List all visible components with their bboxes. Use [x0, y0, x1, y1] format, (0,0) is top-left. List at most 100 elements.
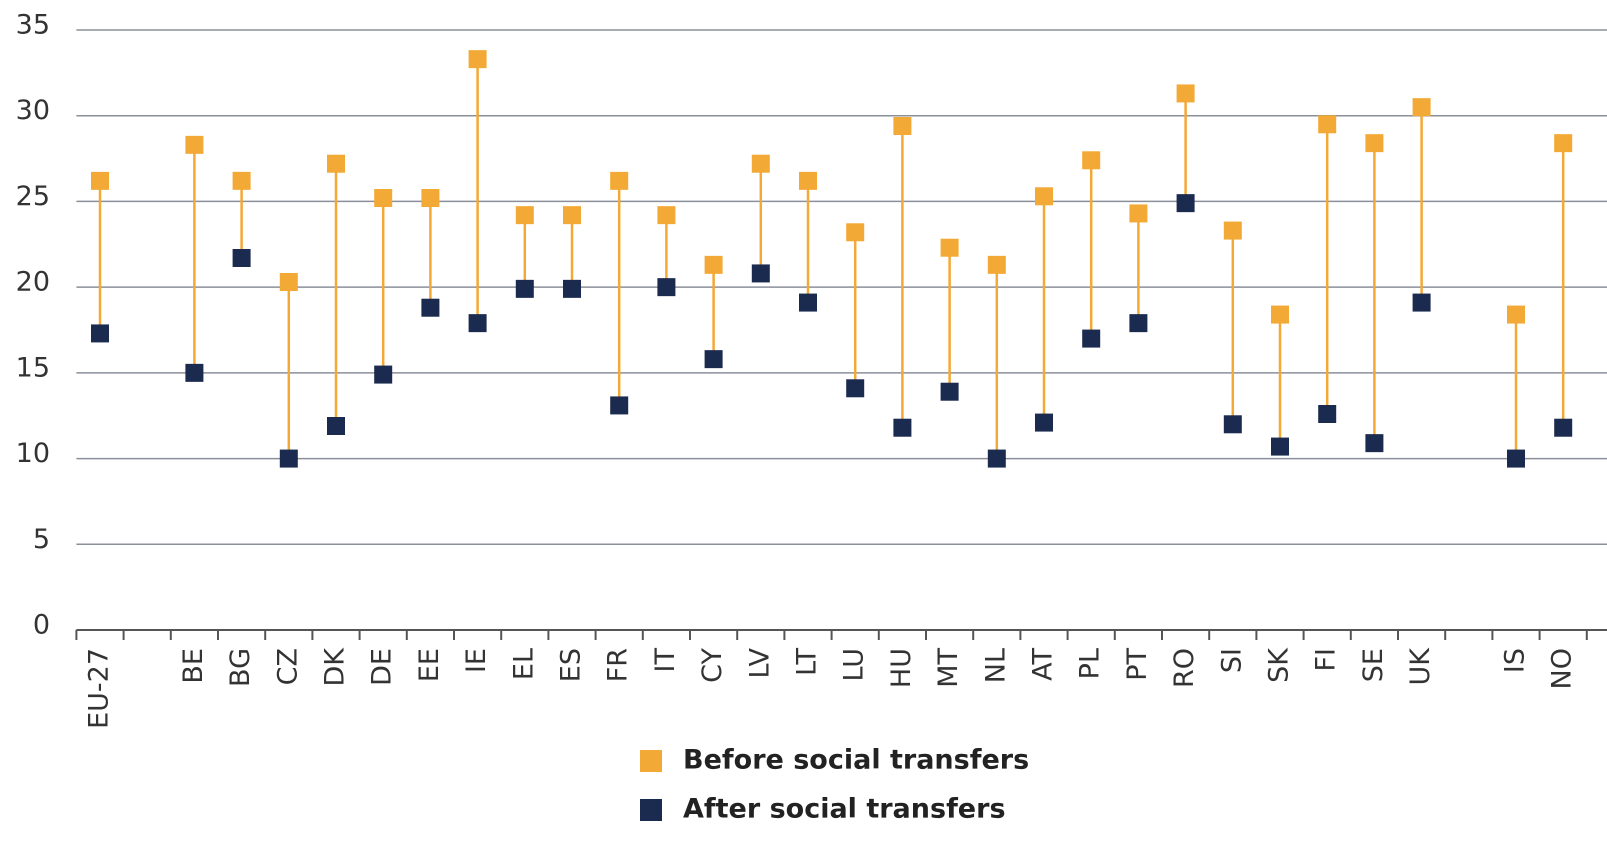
marker	[1035, 187, 1053, 206]
x-tick-label: DK	[320, 647, 351, 687]
marker	[421, 189, 440, 207]
marker	[468, 314, 487, 333]
marker	[987, 449, 1006, 468]
x-tick-label: DE	[367, 648, 398, 686]
marker	[327, 417, 345, 435]
legend-swatch	[640, 799, 662, 821]
marker	[799, 293, 817, 312]
x-tick-label: NL	[980, 648, 1011, 683]
marker	[374, 365, 393, 384]
marker	[1412, 98, 1431, 117]
marker	[1318, 115, 1337, 134]
x-tick-label: SI	[1216, 648, 1247, 673]
marker	[1176, 84, 1195, 103]
y-tick-label: 20	[16, 267, 50, 298]
marker	[1129, 204, 1148, 223]
marker	[1412, 293, 1431, 312]
marker	[1365, 134, 1384, 153]
marker	[610, 171, 629, 190]
marker	[1365, 434, 1384, 453]
marker	[421, 298, 440, 317]
y-tick-label: 5	[33, 524, 50, 555]
marker	[1507, 305, 1525, 324]
marker	[1082, 151, 1101, 170]
x-tick-label: BG	[225, 648, 256, 687]
marker	[846, 223, 865, 242]
x-tick-label: EU-27	[84, 648, 115, 729]
x-tick-label: NO	[1547, 648, 1578, 689]
marker	[327, 154, 345, 173]
marker	[185, 135, 204, 154]
marker	[1129, 314, 1148, 333]
marker	[704, 255, 723, 274]
x-tick-label: UK	[1405, 647, 1436, 686]
marker	[232, 249, 251, 267]
marker	[1507, 449, 1525, 468]
marker	[563, 279, 581, 298]
marker	[1176, 194, 1195, 213]
marker	[751, 264, 770, 283]
marker	[1223, 415, 1242, 434]
marker	[657, 278, 676, 297]
marker	[610, 396, 629, 415]
legend-label: Before social transfers	[683, 745, 1029, 776]
marker	[91, 324, 109, 343]
y-tick-label: 25	[16, 181, 50, 212]
marker	[940, 238, 959, 257]
y-tick-label: 0	[33, 610, 50, 641]
y-tick-label: 10	[16, 438, 50, 469]
x-tick-label: FR	[603, 648, 634, 682]
marker	[1554, 418, 1573, 437]
x-tick-label: PT	[1122, 647, 1153, 680]
x-tick-label: EL	[508, 648, 539, 680]
x-tick-label: MT	[933, 648, 964, 688]
marker	[1223, 221, 1242, 240]
x-tick-label: IE	[461, 648, 492, 673]
x-tick-label: AT	[1028, 648, 1059, 681]
x-tick-label: IT	[650, 648, 681, 673]
marker	[91, 171, 109, 190]
marker	[799, 171, 817, 190]
marker	[374, 189, 393, 207]
x-tick-label: ES	[556, 648, 587, 682]
x-tick-label: RO	[1169, 648, 1200, 688]
marker	[468, 50, 487, 69]
marker	[751, 154, 770, 173]
x-tick-label: LV	[744, 647, 775, 678]
marker	[185, 363, 204, 382]
marker	[893, 418, 912, 437]
x-tick-label: FI	[1311, 648, 1342, 672]
x-tick-label: IS	[1500, 648, 1531, 673]
x-tick-label: EE	[414, 648, 445, 682]
legend-swatch	[640, 750, 662, 772]
marker	[563, 206, 581, 225]
marker	[279, 449, 298, 468]
y-tick-label: 35	[16, 10, 50, 41]
x-tick-label: CZ	[272, 648, 303, 685]
marker	[515, 279, 534, 298]
marker	[232, 171, 251, 190]
x-tick-label: HU	[886, 648, 917, 688]
marker	[1271, 305, 1289, 324]
x-tick-label: CY	[697, 647, 728, 682]
x-tick-label: BE	[178, 648, 209, 684]
marker	[846, 379, 865, 398]
marker	[1082, 329, 1101, 348]
marker	[1554, 134, 1573, 153]
x-tick-label: LT	[792, 648, 823, 676]
x-tick-label: SK	[1264, 647, 1295, 683]
x-tick-label: SE	[1358, 648, 1389, 682]
y-tick-label: 30	[16, 95, 50, 126]
marker	[1035, 413, 1053, 432]
marker	[704, 350, 723, 369]
marker	[515, 206, 534, 225]
x-tick-label: PL	[1075, 648, 1106, 679]
x-tick-label: LU	[839, 648, 870, 681]
marker	[657, 206, 676, 225]
marker	[1318, 405, 1337, 423]
marker	[1271, 437, 1289, 456]
marker	[940, 382, 959, 401]
marker	[279, 273, 298, 291]
marker	[893, 117, 912, 135]
